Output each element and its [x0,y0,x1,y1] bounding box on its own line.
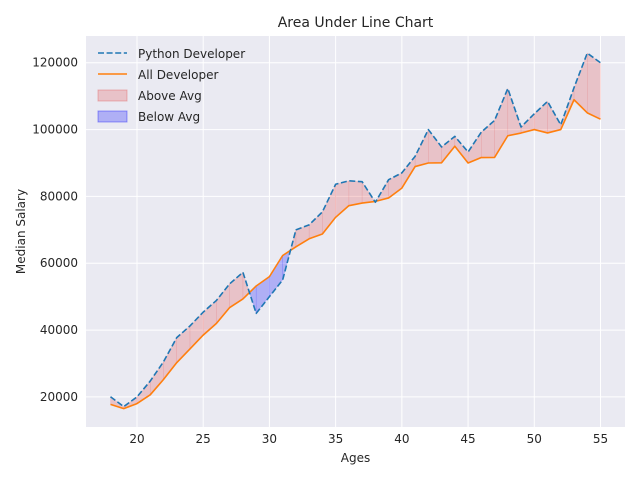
series-lines [110,52,601,410]
plot-area [86,36,625,427]
fill-above-avg [348,180,363,206]
legend: Python Developer All Developer Above Avg… [97,47,245,124]
y-axis-title: Median Salary [14,189,28,274]
y-tick-label: 120000 [32,56,78,70]
x-tick-label: 40 [394,432,409,446]
x-axis-title: Ages [341,451,370,465]
legend-label-below-avg: Below Avg [138,110,200,124]
x-tick-labels: 20 25 30 35 40 45 50 55 [129,432,608,446]
grid [86,36,625,427]
legend-label-above-avg: Above Avg [138,89,202,103]
chart-title: Area Under Line Chart [278,15,434,31]
y-tick-label: 60000 [40,256,78,270]
python-developer-line [110,52,601,408]
x-tick-label: 45 [460,432,475,446]
x-tick-label: 35 [328,432,343,446]
x-tick-label: 50 [527,432,542,446]
y-tick-label: 20000 [40,390,78,404]
x-tick-label: 30 [262,432,277,446]
fill-above-avg [587,52,601,120]
y-tick-label: 100000 [32,123,78,137]
all-developer-line [110,98,601,410]
y-tick-labels: 20000 40000 60000 80000 100000 120000 [32,56,78,404]
legend-label-python-developer: Python Developer [138,47,245,61]
x-tick-label: 25 [196,432,211,446]
y-tick-label: 40000 [40,323,78,337]
y-tick-label: 80000 [40,189,78,203]
x-tick-label: 55 [593,432,608,446]
legend-swatch-above-avg [97,89,128,102]
x-tick-label: 20 [129,432,144,446]
legend-label-all-developer: All Developer [138,68,218,82]
legend-swatch-below-avg [97,110,128,123]
